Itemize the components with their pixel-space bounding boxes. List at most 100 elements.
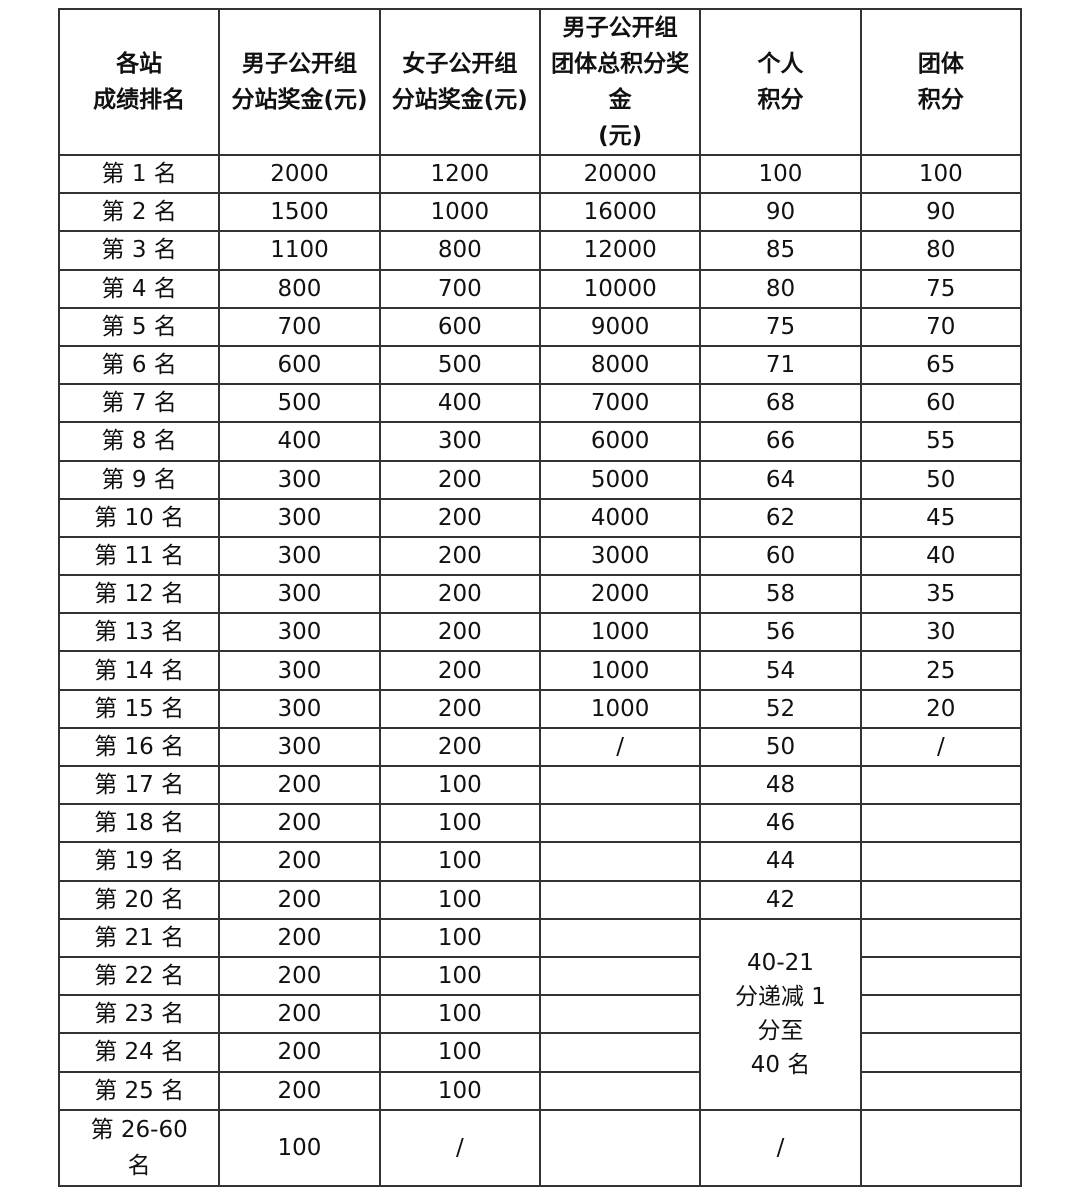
cell-team-prize: 2000 (538, 574, 702, 615)
cell-women-prize: 200 (378, 688, 541, 729)
cell-team-points (859, 1108, 1023, 1187)
table-row: 第 5 名 700 600 9000 75 70 (57, 306, 1023, 347)
table-row: 第 23 名 200 100 (57, 994, 1023, 1035)
cell-men-prize: 800 (218, 268, 381, 309)
cell-women-prize: 100 (378, 841, 541, 882)
header-team-points: 团体 积分 (859, 8, 1023, 156)
cell-team-prize (538, 994, 702, 1035)
cell-team-points: 100 (859, 153, 1023, 195)
cell-rank: 第 21 名 (57, 917, 221, 958)
cell-team-prize (538, 879, 702, 920)
cell-team-points: 50 (859, 459, 1023, 500)
table-row: 第 10 名 300 200 4000 62 45 (57, 497, 1023, 538)
cell-men-prize: 300 (218, 650, 381, 691)
table-row: 第 17 名 200 100 48 (57, 764, 1023, 806)
cell-men-prize: 200 (218, 1032, 381, 1073)
cell-rank: 第 24 名 (57, 1032, 221, 1073)
cell-men-prize: 300 (218, 574, 381, 615)
cell-rank: 第 11 名 (57, 535, 221, 577)
cell-men-prize: 500 (218, 383, 381, 424)
cell-women-prize: 200 (378, 535, 541, 577)
cell-team-prize (538, 955, 702, 997)
cell-team-points: 65 (859, 344, 1023, 386)
cell-men-prize: 100 (218, 1108, 381, 1187)
header-team-prize: 男子公开组 团体总积分奖金 (元) (538, 8, 702, 156)
cell-men-prize: 300 (218, 726, 381, 768)
cell-women-prize: 200 (378, 612, 541, 653)
cell-team-points (859, 917, 1023, 958)
table-row: 第 15 名 300 200 1000 52 20 (57, 688, 1023, 729)
table-row: 第 22 名 200 100 (57, 955, 1023, 997)
table-row: 第 11 名 300 200 3000 60 40 (57, 535, 1023, 577)
cell-rank: 第 16 名 (57, 726, 221, 768)
cell-rank: 第 13 名 (57, 612, 221, 653)
cell-rank: 第 15 名 (57, 688, 221, 729)
table-row: 第 19 名 200 100 44 (57, 841, 1023, 882)
header-personal-points: 个人 积分 (699, 8, 862, 156)
table-row: 第 20 名 200 100 42 (57, 879, 1023, 920)
cell-rank: 第 12 名 (57, 574, 221, 615)
cell-personal-points: 62 (699, 497, 862, 538)
cell-women-prize: 300 (378, 421, 541, 462)
cell-team-points: 30 (859, 612, 1023, 653)
cell-team-points (859, 1032, 1023, 1073)
cell-team-prize (538, 803, 702, 844)
cell-personal-points: 42 (699, 879, 862, 920)
cell-women-prize: 800 (378, 230, 541, 271)
table-row: 第 7 名 500 400 7000 68 60 (57, 383, 1023, 424)
cell-team-prize: 20000 (538, 153, 702, 195)
cell-rank: 第 3 名 (57, 230, 221, 271)
cell-team-points (859, 841, 1023, 882)
cell-team-prize: 12000 (538, 230, 702, 271)
cell-men-prize: 200 (218, 803, 381, 844)
cell-rank: 第 6 名 (57, 344, 221, 386)
cell-men-prize: 300 (218, 535, 381, 577)
cell-rank: 第 19 名 (57, 841, 221, 882)
cell-team-points (859, 803, 1023, 844)
cell-men-prize: 200 (218, 841, 381, 882)
cell-personal-points: 50 (699, 726, 862, 768)
cell-men-prize: 1100 (218, 230, 381, 271)
cell-team-points: 80 (859, 230, 1023, 271)
cell-rank: 第 10 名 (57, 497, 221, 538)
cell-men-prize: 200 (218, 917, 381, 958)
cell-personal-points-merged: 40-21 分递减 1 分至 40 名 (699, 917, 862, 1111)
cell-team-prize: 10000 (538, 268, 702, 309)
cell-team-prize (538, 1108, 702, 1187)
cell-team-prize (538, 764, 702, 806)
cell-team-prize: 1000 (538, 650, 702, 691)
cell-women-prize: 100 (378, 955, 541, 997)
cell-men-prize: 300 (218, 497, 381, 538)
cell-personal-points: 100 (699, 153, 862, 195)
cell-rank: 第 14 名 (57, 650, 221, 691)
cell-personal-points: 52 (699, 688, 862, 729)
cell-team-points: 35 (859, 574, 1023, 615)
cell-rank: 第 8 名 (57, 421, 221, 462)
cell-women-prize: 100 (378, 803, 541, 844)
cell-personal-points: 85 (699, 230, 862, 271)
cell-rank: 第 1 名 (57, 153, 221, 195)
cell-team-prize (538, 1070, 702, 1111)
cell-team-points: 90 (859, 192, 1023, 233)
cell-women-prize: 500 (378, 344, 541, 386)
cell-team-points (859, 764, 1023, 806)
cell-men-prize: 200 (218, 955, 381, 997)
cell-personal-points: 71 (699, 344, 862, 386)
cell-rank: 第 5 名 (57, 306, 221, 347)
header-rank: 各站 成绩排名 (57, 8, 221, 156)
table-row: 第 24 名 200 100 (57, 1032, 1023, 1073)
cell-women-prize: 100 (378, 994, 541, 1035)
table-row: 第 21 名 200 100 40-21 分递减 1 分至 40 名 (57, 917, 1023, 1111)
cell-rank: 第 25 名 (57, 1070, 221, 1111)
table-row: 第 12 名 300 200 2000 58 35 (57, 574, 1023, 615)
cell-team-prize: 8000 (538, 344, 702, 386)
cell-women-prize: 200 (378, 459, 541, 500)
header-row: 各站 成绩排名 男子公开组 分站奖金(元) 女子公开组 分站奖金(元) 男子公开组 团… (57, 8, 1023, 156)
cell-team-prize (538, 1032, 702, 1073)
cell-women-prize: 600 (378, 306, 541, 347)
cell-women-prize: 100 (378, 917, 541, 958)
cell-women-prize: 100 (378, 879, 541, 920)
table-row: 第 25 名 200 100 (57, 1070, 1023, 1111)
cell-team-points (859, 879, 1023, 920)
cell-team-prize: / (538, 726, 702, 768)
